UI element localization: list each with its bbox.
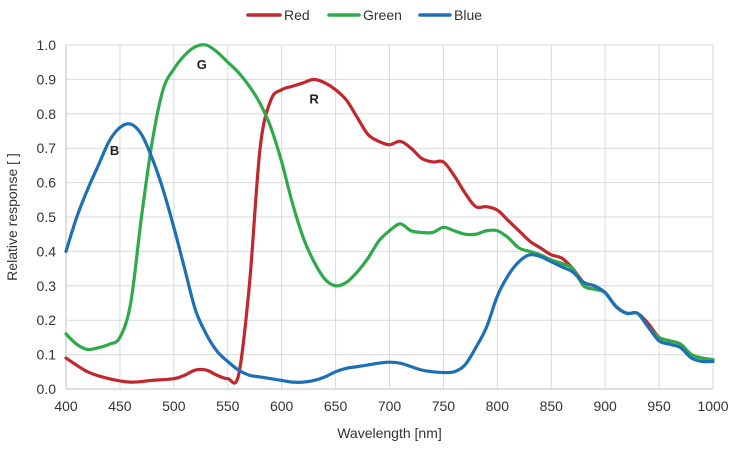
legend-label-red: Red [284, 7, 310, 23]
x-tick-label: 550 [216, 398, 240, 414]
x-tick-label: 750 [432, 398, 456, 414]
x-tick-label: 700 [378, 398, 402, 414]
x-tick-label: 600 [270, 398, 294, 414]
x-tick-label: 850 [540, 398, 564, 414]
x-tick-label: 450 [108, 398, 132, 414]
annotation-g: G [197, 57, 207, 72]
y-tick-label: 1.0 [37, 37, 57, 53]
y-tick-label: 0.1 [37, 347, 57, 363]
y-tick-label: 0.5 [37, 209, 57, 225]
x-tick-label: 950 [647, 398, 671, 414]
y-tick-label: 0.0 [37, 381, 57, 397]
legend-label-green: Green [363, 7, 402, 23]
y-axis-title: Relative response [ ] [4, 153, 20, 281]
x-tick-label: 650 [324, 398, 348, 414]
legend: Red Green Blue [246, 7, 482, 23]
y-tick-label: 0.4 [37, 243, 57, 259]
x-axis-title: Wavelength [nm] [337, 425, 442, 441]
y-tick-label: 0.9 [37, 71, 57, 87]
legend-label-blue: Blue [454, 7, 482, 23]
x-tick-label: 900 [593, 398, 617, 414]
y-tick-label: 0.3 [37, 278, 57, 294]
x-tick-label: 400 [54, 398, 78, 414]
series-line-blue [64, 122, 715, 384]
x-tick-label: 500 [162, 398, 186, 414]
series-lines [64, 43, 715, 385]
annotation-b: B [110, 143, 119, 158]
annotation-r: R [309, 91, 319, 106]
y-tick-label: 0.6 [37, 175, 57, 191]
axes: 400 450 500 550 600 650 700 750 800 850 900 950 1000… [37, 37, 729, 414]
annotations: R G B [110, 57, 319, 158]
y-tick-label: 0.8 [37, 106, 57, 122]
grid-lines [65, 44, 714, 390]
x-tick-label: 800 [486, 398, 510, 414]
y-tick-label: 0.7 [37, 140, 57, 156]
x-tick-label: 1000 [697, 398, 728, 414]
y-tick-label: 0.2 [37, 312, 57, 328]
